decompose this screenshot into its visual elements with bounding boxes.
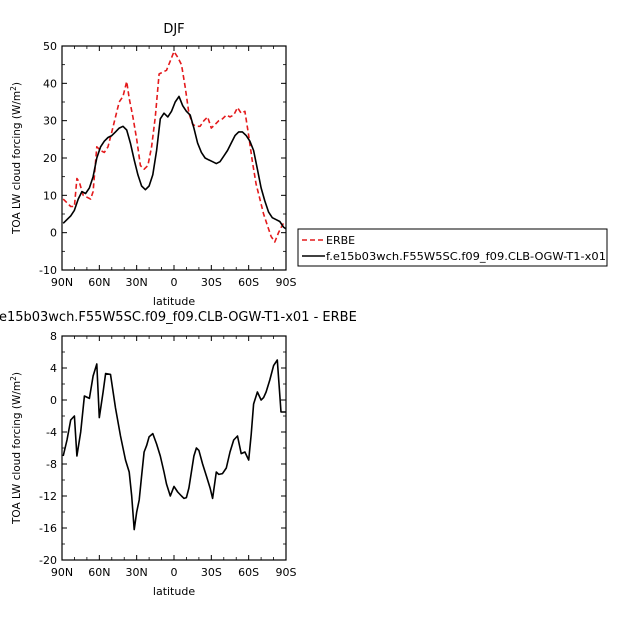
top-y-tick-label: 0 [50,227,57,240]
top-x-axis-label: latitude [153,295,195,308]
bottom-y-axis-label: TOA LW cloud forcing (W/m2) [9,372,23,525]
legend-label-erbe: ERBE [326,234,355,247]
top-y-tick-label: 20 [43,152,57,165]
bottom-x-tick-label: 60N [88,566,110,579]
top-x-tick-label: 60N [88,276,110,289]
bottom-x-tick-label: 30N [126,566,148,579]
bottom-x-tick-label: 0 [171,566,178,579]
bottom-y-axis-label-close: ) [11,372,23,376]
top-chart-panel: DJF 90N 60N 30N 0 30S 60S 90S -10 0 10 20 30 40 50 la… [9,22,297,308]
top-y-tick-label: 50 [43,40,57,53]
top-y-axis-label-sup: 2 [9,86,18,91]
top-y-tick-label: -10 [39,264,57,277]
top-x-tick-label: 30N [126,276,148,289]
bottom-y-axis-label-main: TOA LW cloud forcing (W/m [11,381,23,525]
bottom-y-tick-label: -12 [39,490,57,503]
bottom-series-group [62,359,286,531]
bottom-y-tick-label: -20 [39,554,57,567]
bottom-y-tick-label: -8 [46,458,57,471]
top-y-tick-label: 10 [43,189,57,202]
top-series-line-2 [62,95,287,230]
bottom-chart-title: f.e15b03wch.F55W5SC.f09_f09.CLB-OGW-T1-x… [0,310,357,325]
bottom-y-tick-label: -16 [39,522,57,535]
bottom-y-tick-label: 4 [50,362,57,375]
bottom-x-tick-label: 90N [51,566,73,579]
top-chart-title: DJF [163,22,184,37]
legend: ERBE f.e15b03wch.F55W5SC.f09_f09.CLB-OGW… [297,228,608,267]
bottom-chart-panel: f.e15b03wch.F55W5SC.f09_f09.CLB-OGW-T1-x… [0,310,357,598]
top-x-tick-label: 90S [276,276,297,289]
bottom-x-tick-label: 90S [276,566,297,579]
top-series-group [62,50,287,243]
bottom-series-line-1 [62,359,286,531]
top-series-line-1 [62,50,286,243]
top-y-tick-label: 30 [43,115,57,128]
top-x-tick-label: 30S [201,276,222,289]
top-y-axis-label: TOA LW cloud forcing (W/m2) [9,82,23,235]
bottom-y-tick-label: -4 [46,426,57,439]
bottom-y-tick-label: 0 [50,394,57,407]
legend-label-model: f.e15b03wch.F55W5SC.f09_f09.CLB-OGW-T1-x… [326,250,606,263]
bottom-x-axis-label: latitude [153,585,195,598]
bottom-y-axis-label-sup: 2 [9,376,18,381]
top-x-tick-label: 90N [51,276,73,289]
bottom-x-tick-label: 30S [201,566,222,579]
top-x-tick-label: 0 [171,276,178,289]
bottom-y-tick-label: 8 [50,330,57,343]
top-y-axis-label-main: TOA LW cloud forcing (W/m [11,91,23,235]
legend-frame [297,228,608,267]
top-x-tick-label: 60S [238,276,259,289]
top-y-tick-label: 40 [43,77,57,90]
top-y-axis-label-close: ) [11,82,23,86]
bottom-x-tick-label: 60S [238,566,259,579]
